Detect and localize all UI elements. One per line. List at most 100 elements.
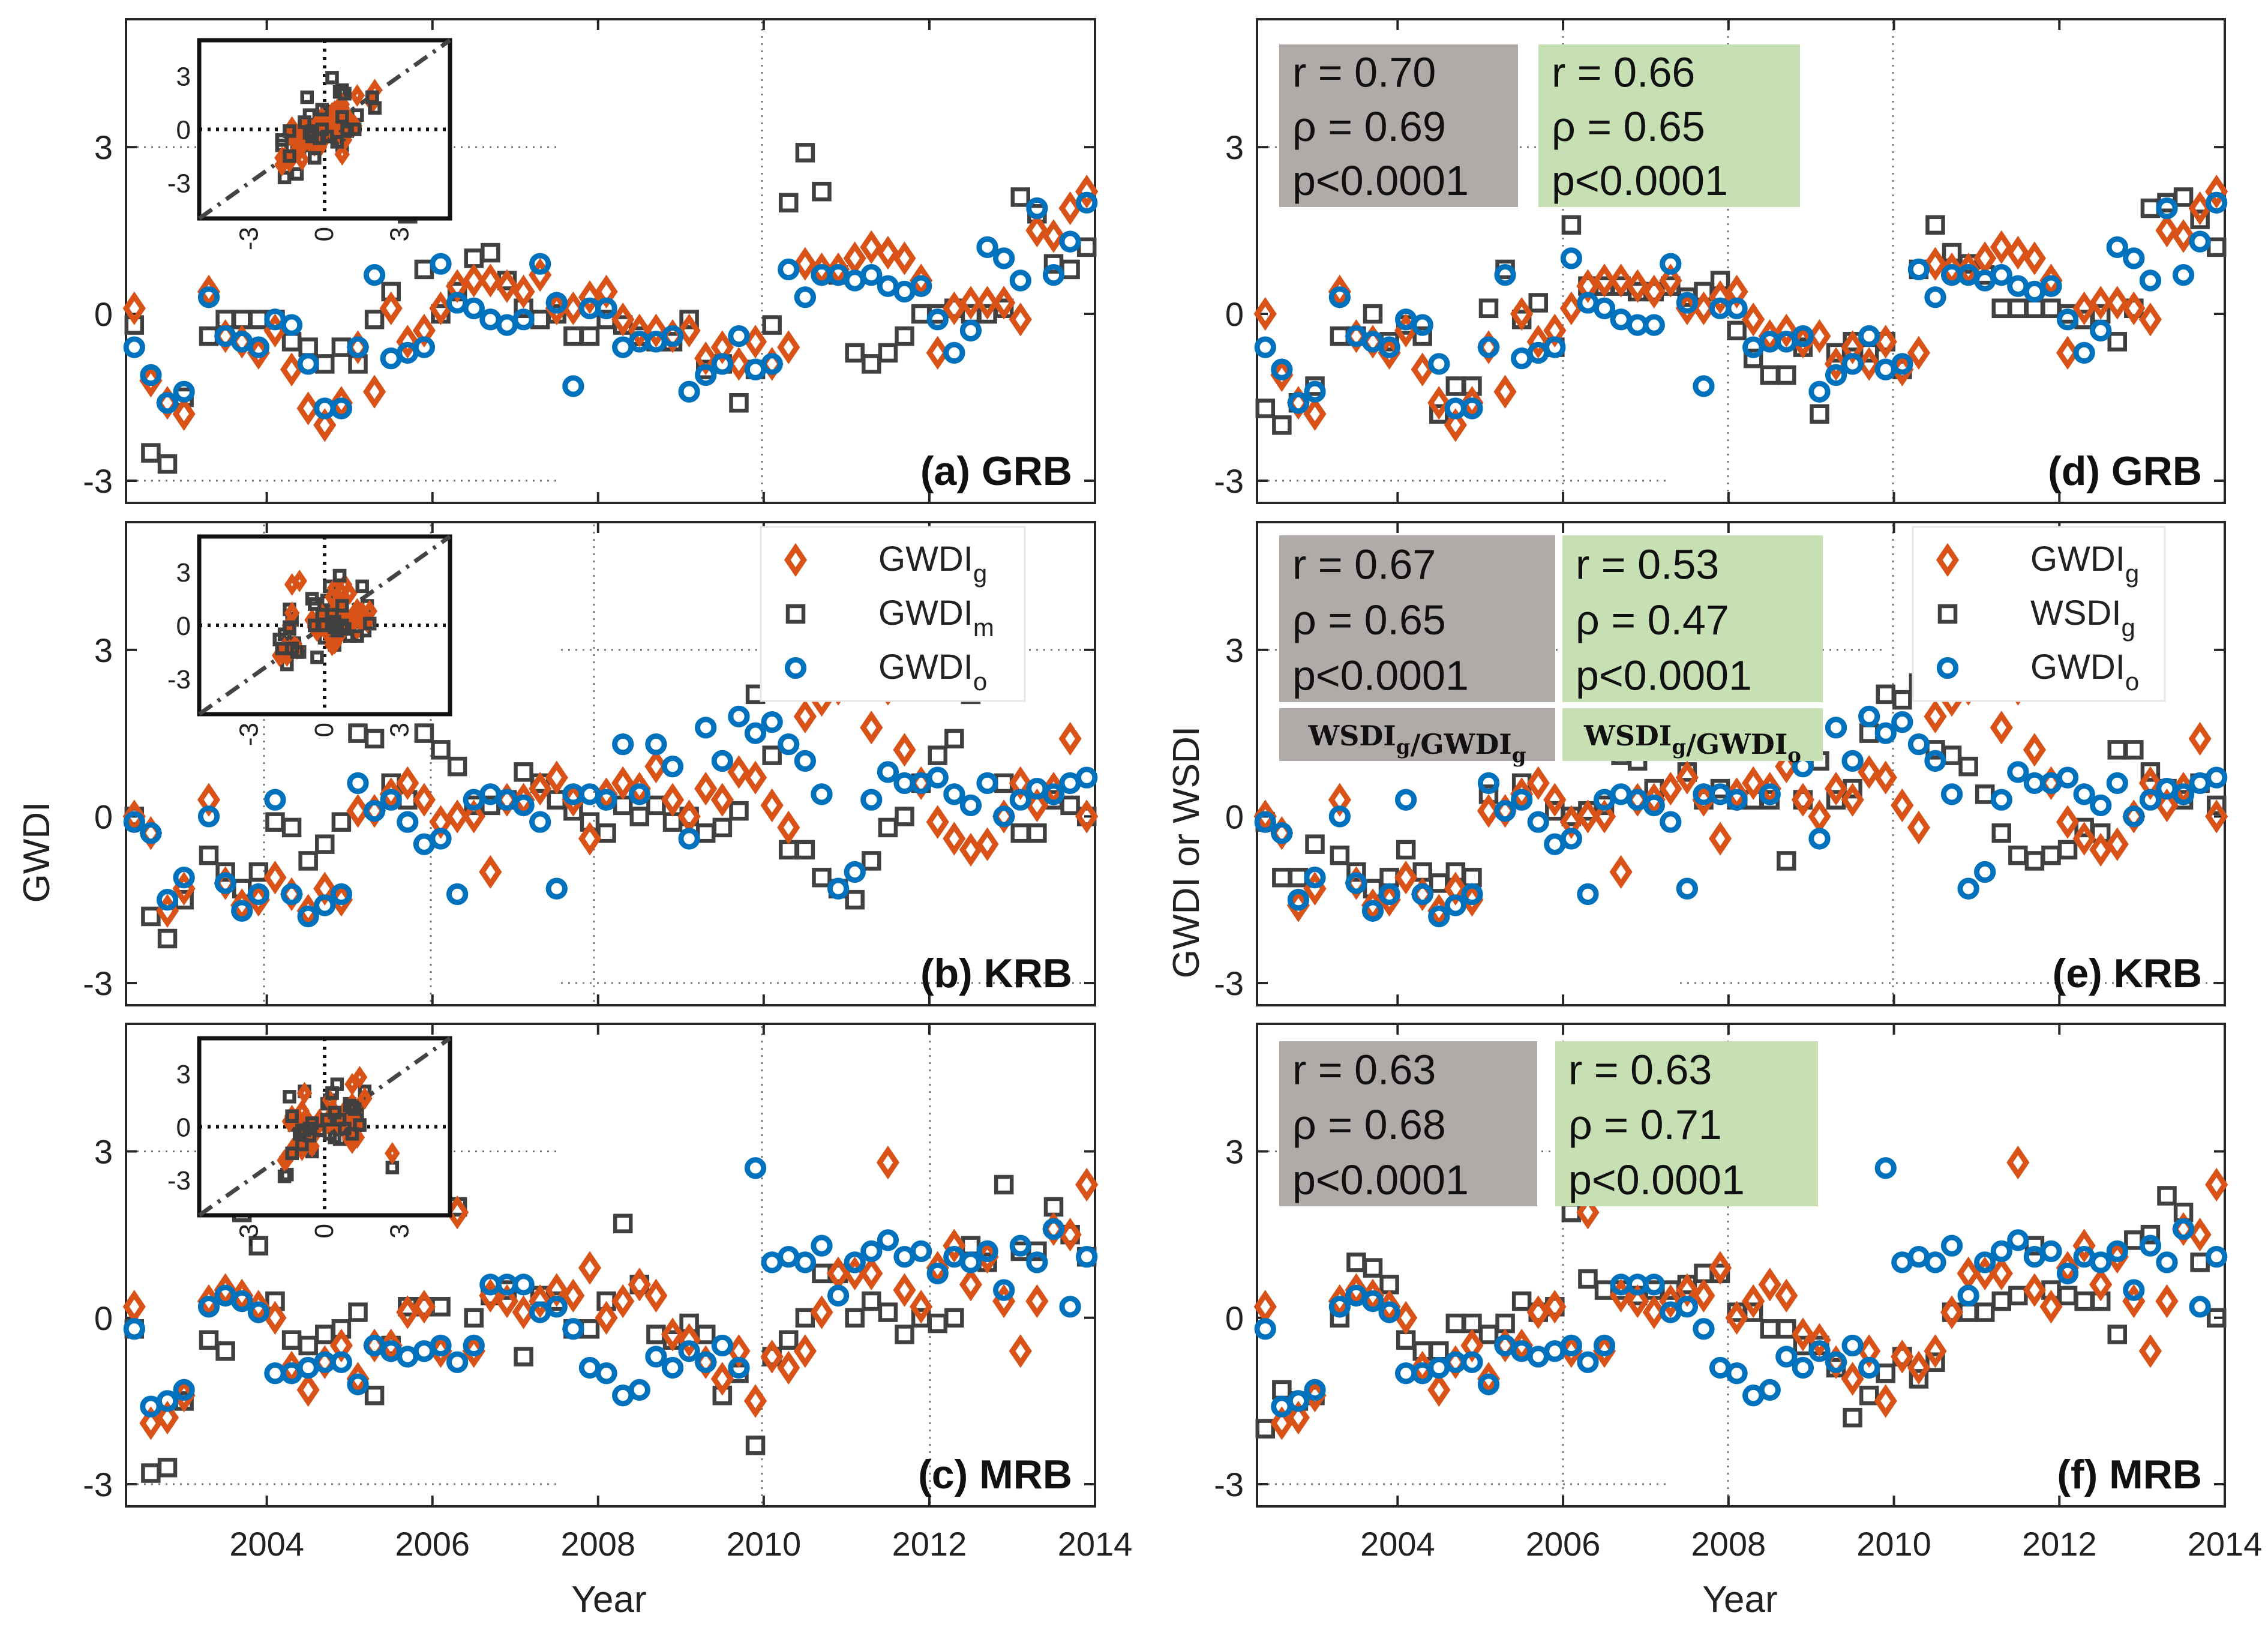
- data-point: [1378, 883, 1400, 906]
- data-point: [348, 723, 368, 743]
- data-point: [379, 291, 403, 325]
- data-point: [595, 274, 618, 309]
- stat-p: p<0.0001: [1292, 652, 1469, 699]
- data-point: [993, 805, 1015, 828]
- data-point: [1726, 789, 1748, 811]
- data-point: [364, 310, 385, 329]
- data-point: [1940, 1235, 1963, 1257]
- data-point: [2090, 794, 2112, 817]
- data-point: [298, 851, 318, 871]
- data-point: [562, 1318, 584, 1340]
- stat-r: r = 0.63: [1292, 1047, 1436, 1093]
- data-point: [495, 1284, 519, 1319]
- data-point: [1363, 304, 1383, 324]
- inset-data-point: [330, 135, 344, 149]
- data-point: [1874, 325, 1897, 359]
- data-point: [1858, 755, 1881, 789]
- data-point: [529, 253, 551, 275]
- data-point: [1270, 1406, 1294, 1440]
- y-tick-label: 0: [1225, 798, 1244, 835]
- data-point: [895, 326, 914, 346]
- data-point: [1692, 1278, 1715, 1313]
- panel-label: (c) MRB: [918, 1452, 1072, 1497]
- data-point: [280, 352, 304, 386]
- data-point: [2008, 1286, 2028, 1306]
- data-point: [1395, 789, 1417, 811]
- data-point: [761, 711, 783, 733]
- data-point: [2188, 721, 2212, 756]
- data-point: [761, 353, 783, 375]
- data-point: [711, 750, 733, 772]
- data-point: [993, 1279, 1015, 1301]
- data-point: [1287, 889, 1310, 911]
- data-point: [2024, 298, 2045, 318]
- data-point: [727, 1334, 751, 1368]
- legend-label: WSDIg: [2030, 594, 2135, 642]
- data-point: [346, 793, 370, 828]
- data-point: [1461, 883, 1483, 906]
- data-point: [1841, 330, 1864, 364]
- inset-data-point: [298, 115, 311, 129]
- data-point: [1429, 873, 1449, 893]
- data-point: [1042, 219, 1066, 253]
- data-point: [710, 330, 734, 364]
- data-point: [928, 745, 947, 765]
- data-point: [993, 247, 1015, 269]
- data-point: [2138, 766, 2162, 801]
- data-point: [893, 241, 916, 275]
- data-point: [578, 822, 602, 856]
- data-point: [1009, 269, 1031, 292]
- data-point: [330, 883, 353, 906]
- data-point: [2041, 845, 2061, 865]
- data-point: [1924, 247, 1947, 281]
- data-point: [1891, 788, 1914, 823]
- inset-data-point: [349, 1126, 365, 1149]
- data-point: [611, 1284, 635, 1319]
- data-point: [1874, 760, 1897, 795]
- data-point: [172, 397, 196, 431]
- data-point: [794, 286, 817, 308]
- legend-label: GWDIm: [878, 594, 994, 642]
- data-point: [1990, 230, 2013, 265]
- data-point: [1076, 237, 1097, 257]
- data-point: [811, 783, 833, 805]
- data-point: [199, 1330, 219, 1350]
- data-point: [628, 313, 651, 347]
- data-point: [1304, 867, 1326, 889]
- legend-marker: [784, 543, 808, 577]
- data-point: [1758, 1268, 1781, 1302]
- data-point: [2123, 1279, 2145, 1301]
- data-point: [263, 861, 287, 895]
- data-point: [728, 325, 750, 347]
- stat-rho: ρ = 0.68: [1292, 1101, 1446, 1148]
- inset-data-point: [325, 71, 339, 85]
- data-point: [1907, 335, 1930, 370]
- data-point: [1328, 783, 1351, 817]
- data-point: [1841, 1334, 1864, 1357]
- data-point: [2056, 766, 2079, 789]
- data-point: [893, 1273, 916, 1307]
- inset-x-tick-label: -3: [235, 723, 264, 746]
- data-point: [811, 1235, 833, 1257]
- data-point: [363, 264, 386, 286]
- data-point: [1378, 1301, 1400, 1323]
- data-point: [1991, 823, 2012, 843]
- stats-box-gray: [1279, 1041, 1537, 1206]
- inset-data-point: [295, 1123, 309, 1137]
- data-point: [281, 817, 302, 838]
- data-point: [296, 1373, 320, 1407]
- data-point: [545, 292, 568, 314]
- data-point: [1675, 760, 1699, 795]
- legend-label: GWDIg: [878, 540, 987, 588]
- data-point: [1975, 784, 1995, 804]
- data-point: [727, 755, 751, 789]
- data-point: [2123, 247, 2145, 269]
- y-tick-label: -3: [1214, 964, 1244, 1002]
- data-point: [2156, 1251, 2178, 1274]
- data-point: [1286, 1400, 1310, 1435]
- x-tick-label: 2006: [1526, 1525, 1601, 1563]
- data-point: [1909, 1369, 1929, 1389]
- data-point: [414, 259, 434, 280]
- y-axis-label-left: GWDI: [16, 802, 58, 903]
- data-point: [1544, 336, 1566, 358]
